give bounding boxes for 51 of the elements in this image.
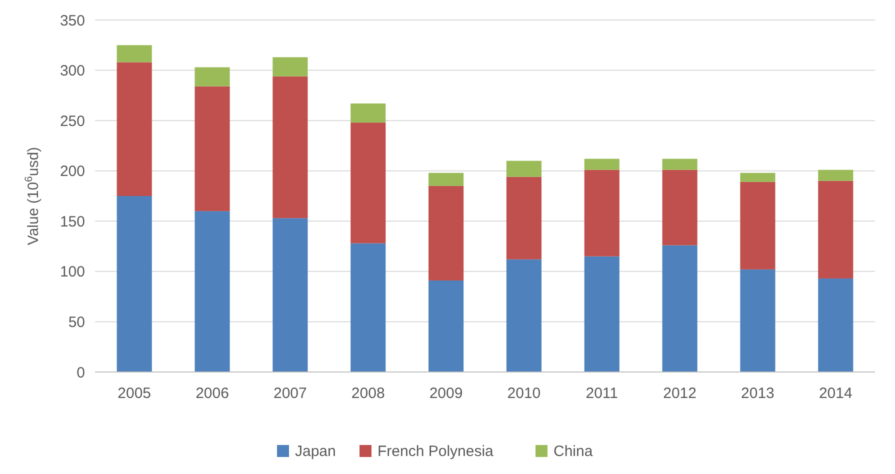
bar [350, 243, 386, 372]
x-tick-label: 2010 [507, 385, 541, 402]
bar [740, 172, 776, 182]
bar [662, 170, 698, 246]
bar [584, 170, 620, 256]
bar [740, 182, 776, 270]
x-tick-label: 2008 [351, 385, 385, 402]
x-tick-label: 2012 [663, 385, 696, 402]
bar [428, 186, 464, 280]
bar [116, 45, 152, 62]
y-tick-label: 50 [68, 314, 85, 331]
y-tick-label: 350 [60, 12, 85, 30]
bar [194, 86, 230, 212]
y-tick-label: 0 [76, 364, 85, 382]
y-tick-label: 150 [60, 213, 85, 230]
bar [506, 259, 542, 372]
x-tick-label: 2013 [741, 385, 774, 402]
legend-label: Japan [295, 443, 336, 460]
bar [584, 256, 620, 372]
bar [272, 76, 308, 218]
x-tick-label: 2007 [274, 385, 307, 402]
x-tick-label: 2014 [818, 385, 852, 402]
bar [350, 122, 386, 244]
bar [818, 278, 854, 372]
y-tick-label: 250 [60, 112, 85, 130]
y-tick-label: 100 [60, 264, 85, 281]
legend-label: China [554, 443, 594, 460]
bar [116, 196, 152, 372]
x-tick-label: 2009 [429, 385, 463, 402]
bar [428, 280, 464, 372]
y-tick-label: 200 [60, 163, 85, 180]
bar [584, 158, 620, 170]
bar [194, 67, 230, 86]
bar [740, 269, 776, 372]
bar [428, 172, 464, 186]
bar [350, 103, 386, 123]
bar [194, 211, 230, 372]
x-tick-label: 2006 [196, 385, 229, 402]
bar [272, 57, 308, 76]
legend-label: French Polynesia [378, 443, 494, 460]
bar [818, 170, 854, 181]
x-tick-label: 2005 [118, 385, 152, 402]
bar [272, 218, 308, 372]
bar [116, 62, 152, 196]
bar [818, 180, 854, 278]
bar [506, 160, 542, 177]
y-tick-label: 300 [60, 62, 85, 80]
bar [506, 176, 542, 260]
bar [662, 158, 698, 170]
x-tick-label: 2011 [586, 385, 618, 402]
bar [662, 245, 698, 372]
